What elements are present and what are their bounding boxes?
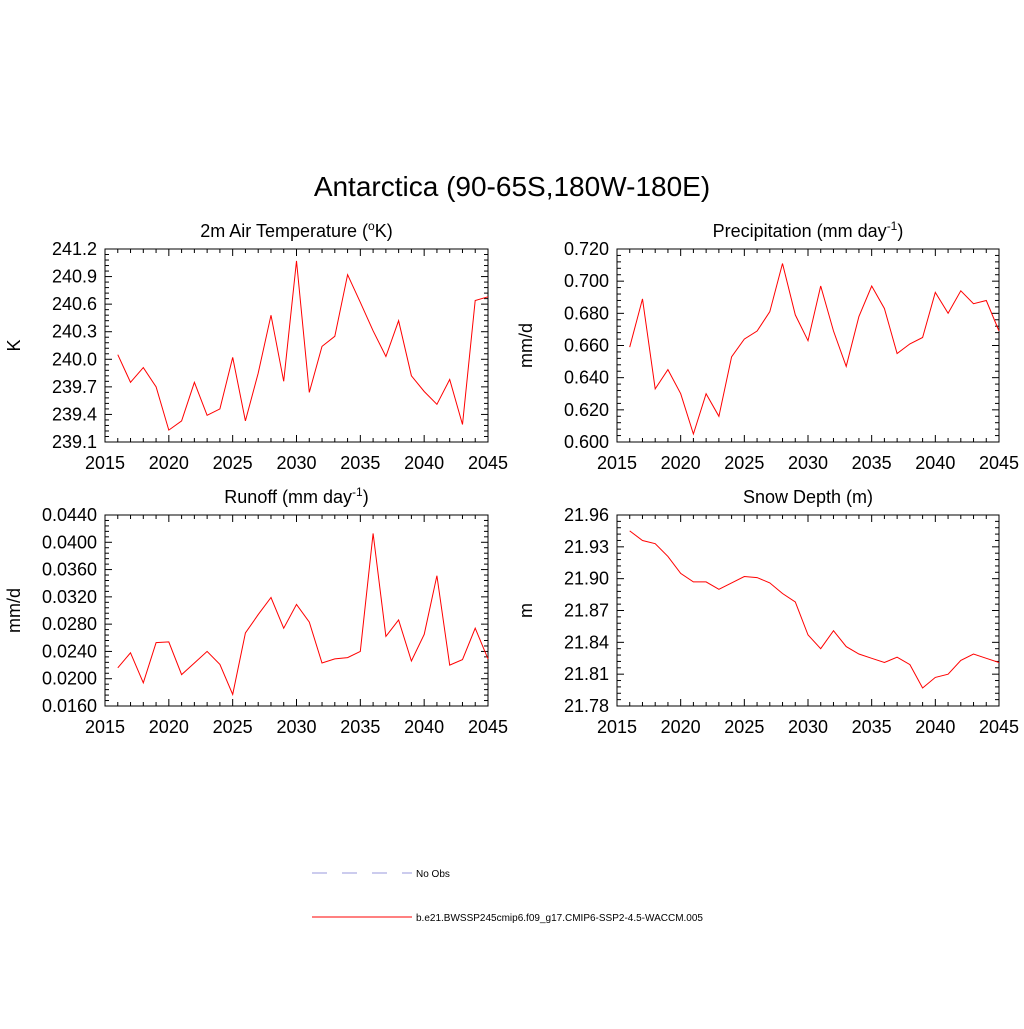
y-tick-label: 21.93 xyxy=(564,537,609,557)
x-tick-label: 2020 xyxy=(661,717,701,737)
x-tick-label: 2040 xyxy=(404,717,444,737)
plot-frame-precipitation xyxy=(616,248,1000,443)
y-tick-label: 240.9 xyxy=(52,267,97,287)
x-tick-label: 2035 xyxy=(852,717,892,737)
y-tick-label: 240.0 xyxy=(52,349,97,369)
y-tick-label: 239.7 xyxy=(52,377,97,397)
legend: No Obs b.e21.BWSSP245cmip6.f09_g17.CMIP6… xyxy=(312,869,703,924)
plot-frame-temperature xyxy=(104,248,489,443)
panel-title-temperature: 2m Air Temperature (oK) xyxy=(200,219,392,241)
x-tick-label: 2035 xyxy=(852,453,892,473)
y-tick-label: 0.0280 xyxy=(42,614,97,634)
y-tick-label: 0.0440 xyxy=(42,505,97,525)
y-tick-label: 0.620 xyxy=(564,400,609,420)
y-tick-label: 240.3 xyxy=(52,322,97,342)
y-tick-label: 0.0200 xyxy=(42,669,97,689)
series-line-snow-depth xyxy=(629,530,1000,689)
panel-snow-depth: Snow Depth (m) m 2015 2020 2025 2030 2035 2040 2… xyxy=(516,487,1019,737)
panel-title-precipitation: Precipitation (mm day-1) xyxy=(713,219,904,241)
x-tick-label: 2045 xyxy=(468,453,508,473)
y-axis-label-temperature: K xyxy=(4,339,24,351)
y-axis-label-precipitation: mm/d xyxy=(516,323,536,368)
y-tick-label: 21.96 xyxy=(564,505,609,525)
y-tick-label: 0.700 xyxy=(564,271,609,291)
panel-runoff: Runoff (mm day-1) mm/d 2015 2020 2025 2030 203… xyxy=(4,485,508,737)
x-tick-label: 2030 xyxy=(276,453,316,473)
y-tick-label: 0.660 xyxy=(564,336,609,356)
series-line-precipitation xyxy=(629,263,1000,436)
panels: 2m Air Temperature (oK) K 2015 2020 2025 2030… xyxy=(4,219,1019,737)
legend-label-obs: No Obs xyxy=(416,869,450,880)
x-tick-label: 2025 xyxy=(213,717,253,737)
y-tick-label: 0.0360 xyxy=(42,560,97,580)
x-tick-label: 2040 xyxy=(915,717,955,737)
y-tick-label: 241.2 xyxy=(52,239,97,259)
series-line-runoff xyxy=(117,533,489,697)
y-tick-label: 0.0240 xyxy=(42,641,97,661)
y-tick-label: 0.0160 xyxy=(42,696,97,716)
x-tick-label: 2015 xyxy=(85,453,125,473)
x-tick-label: 2015 xyxy=(597,717,637,737)
x-tick-label: 2045 xyxy=(979,453,1019,473)
x-tick-label: 2045 xyxy=(468,717,508,737)
x-tick-label: 2045 xyxy=(979,717,1019,737)
series-line-temperature xyxy=(117,260,489,431)
y-tick-label: 21.84 xyxy=(564,632,609,652)
y-axis-label-snow-depth: m xyxy=(516,603,536,618)
main-title: Antarctica (90-65S,180W-180E) xyxy=(314,171,710,202)
y-tick-label: 21.78 xyxy=(564,696,609,716)
x-tick-label: 2040 xyxy=(404,453,444,473)
y-tick-label: 0.0320 xyxy=(42,587,97,607)
x-tick-label: 2030 xyxy=(788,453,828,473)
y-tick-label: 0.600 xyxy=(564,432,609,452)
x-tick-label: 2015 xyxy=(597,453,637,473)
y-tick-label: 240.6 xyxy=(52,294,97,314)
y-tick-label: 21.81 xyxy=(564,664,609,684)
x-tick-label: 2020 xyxy=(149,717,189,737)
legend-label-model: b.e21.BWSSP245cmip6.f09_g17.CMIP6-SSP2-4… xyxy=(416,913,703,924)
x-tick-label: 2020 xyxy=(149,453,189,473)
y-tick-label: 0.0400 xyxy=(42,532,97,552)
y-tick-label: 0.680 xyxy=(564,303,609,323)
x-tick-label: 2025 xyxy=(724,717,764,737)
y-tick-label: 21.87 xyxy=(564,601,609,621)
y-axis-label-runoff: mm/d xyxy=(4,588,24,633)
panel-temperature: 2m Air Temperature (oK) K 2015 2020 2025 2030… xyxy=(4,219,508,473)
x-tick-label: 2020 xyxy=(661,453,701,473)
x-tick-label: 2030 xyxy=(788,717,828,737)
panel-title-snow-depth: Snow Depth (m) xyxy=(743,487,873,507)
x-tick-label: 2025 xyxy=(724,453,764,473)
x-tick-label: 2040 xyxy=(915,453,955,473)
x-tick-label: 2035 xyxy=(340,453,380,473)
x-tick-label: 2035 xyxy=(340,717,380,737)
plot-frame-snow-depth xyxy=(616,514,1000,707)
x-tick-label: 2030 xyxy=(276,717,316,737)
y-tick-label: 239.4 xyxy=(52,404,97,424)
y-tick-label: 239.1 xyxy=(52,432,97,452)
y-tick-label: 0.720 xyxy=(564,239,609,259)
x-tick-label: 2025 xyxy=(213,453,253,473)
plot-frame-runoff xyxy=(104,514,489,707)
x-tick-label: 2015 xyxy=(85,717,125,737)
y-tick-label: 21.90 xyxy=(564,569,609,589)
panel-title-runoff: Runoff (mm day-1) xyxy=(224,485,368,507)
panel-precipitation: Precipitation (mm day-1) mm/d 2015 2020 2025… xyxy=(516,219,1019,473)
y-tick-label: 0.640 xyxy=(564,368,609,388)
